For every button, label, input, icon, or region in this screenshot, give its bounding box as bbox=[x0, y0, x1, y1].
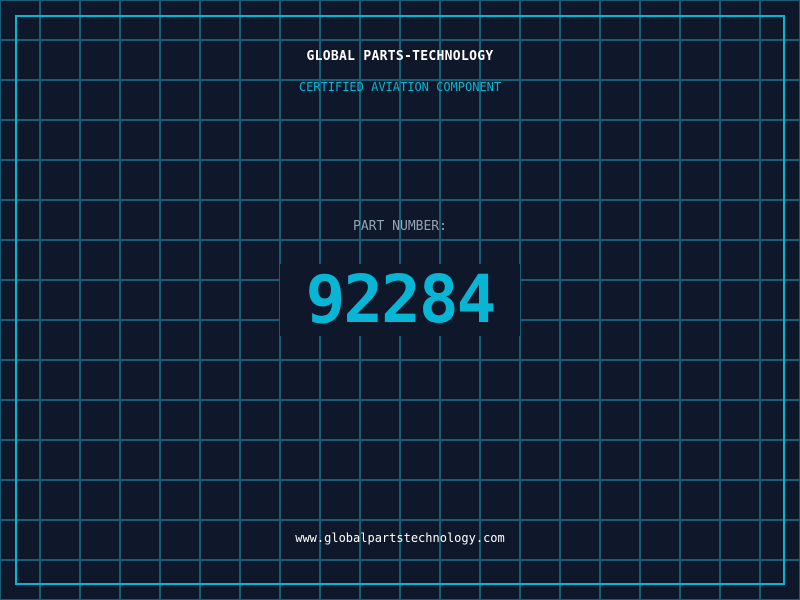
part-number-label: PART NUMBER: bbox=[353, 219, 447, 234]
border-frame bbox=[15, 15, 785, 585]
company-title: GLOBAL PARTS-TECHNOLOGY bbox=[306, 49, 494, 64]
part-number-box: 92284 bbox=[280, 264, 520, 336]
website-url: www.globalpartstechnology.com bbox=[295, 531, 505, 545]
certification-subtitle: CERTIFIED AVIATION COMPONENT bbox=[298, 80, 502, 94]
part-number-value: 92284 bbox=[305, 261, 497, 338]
